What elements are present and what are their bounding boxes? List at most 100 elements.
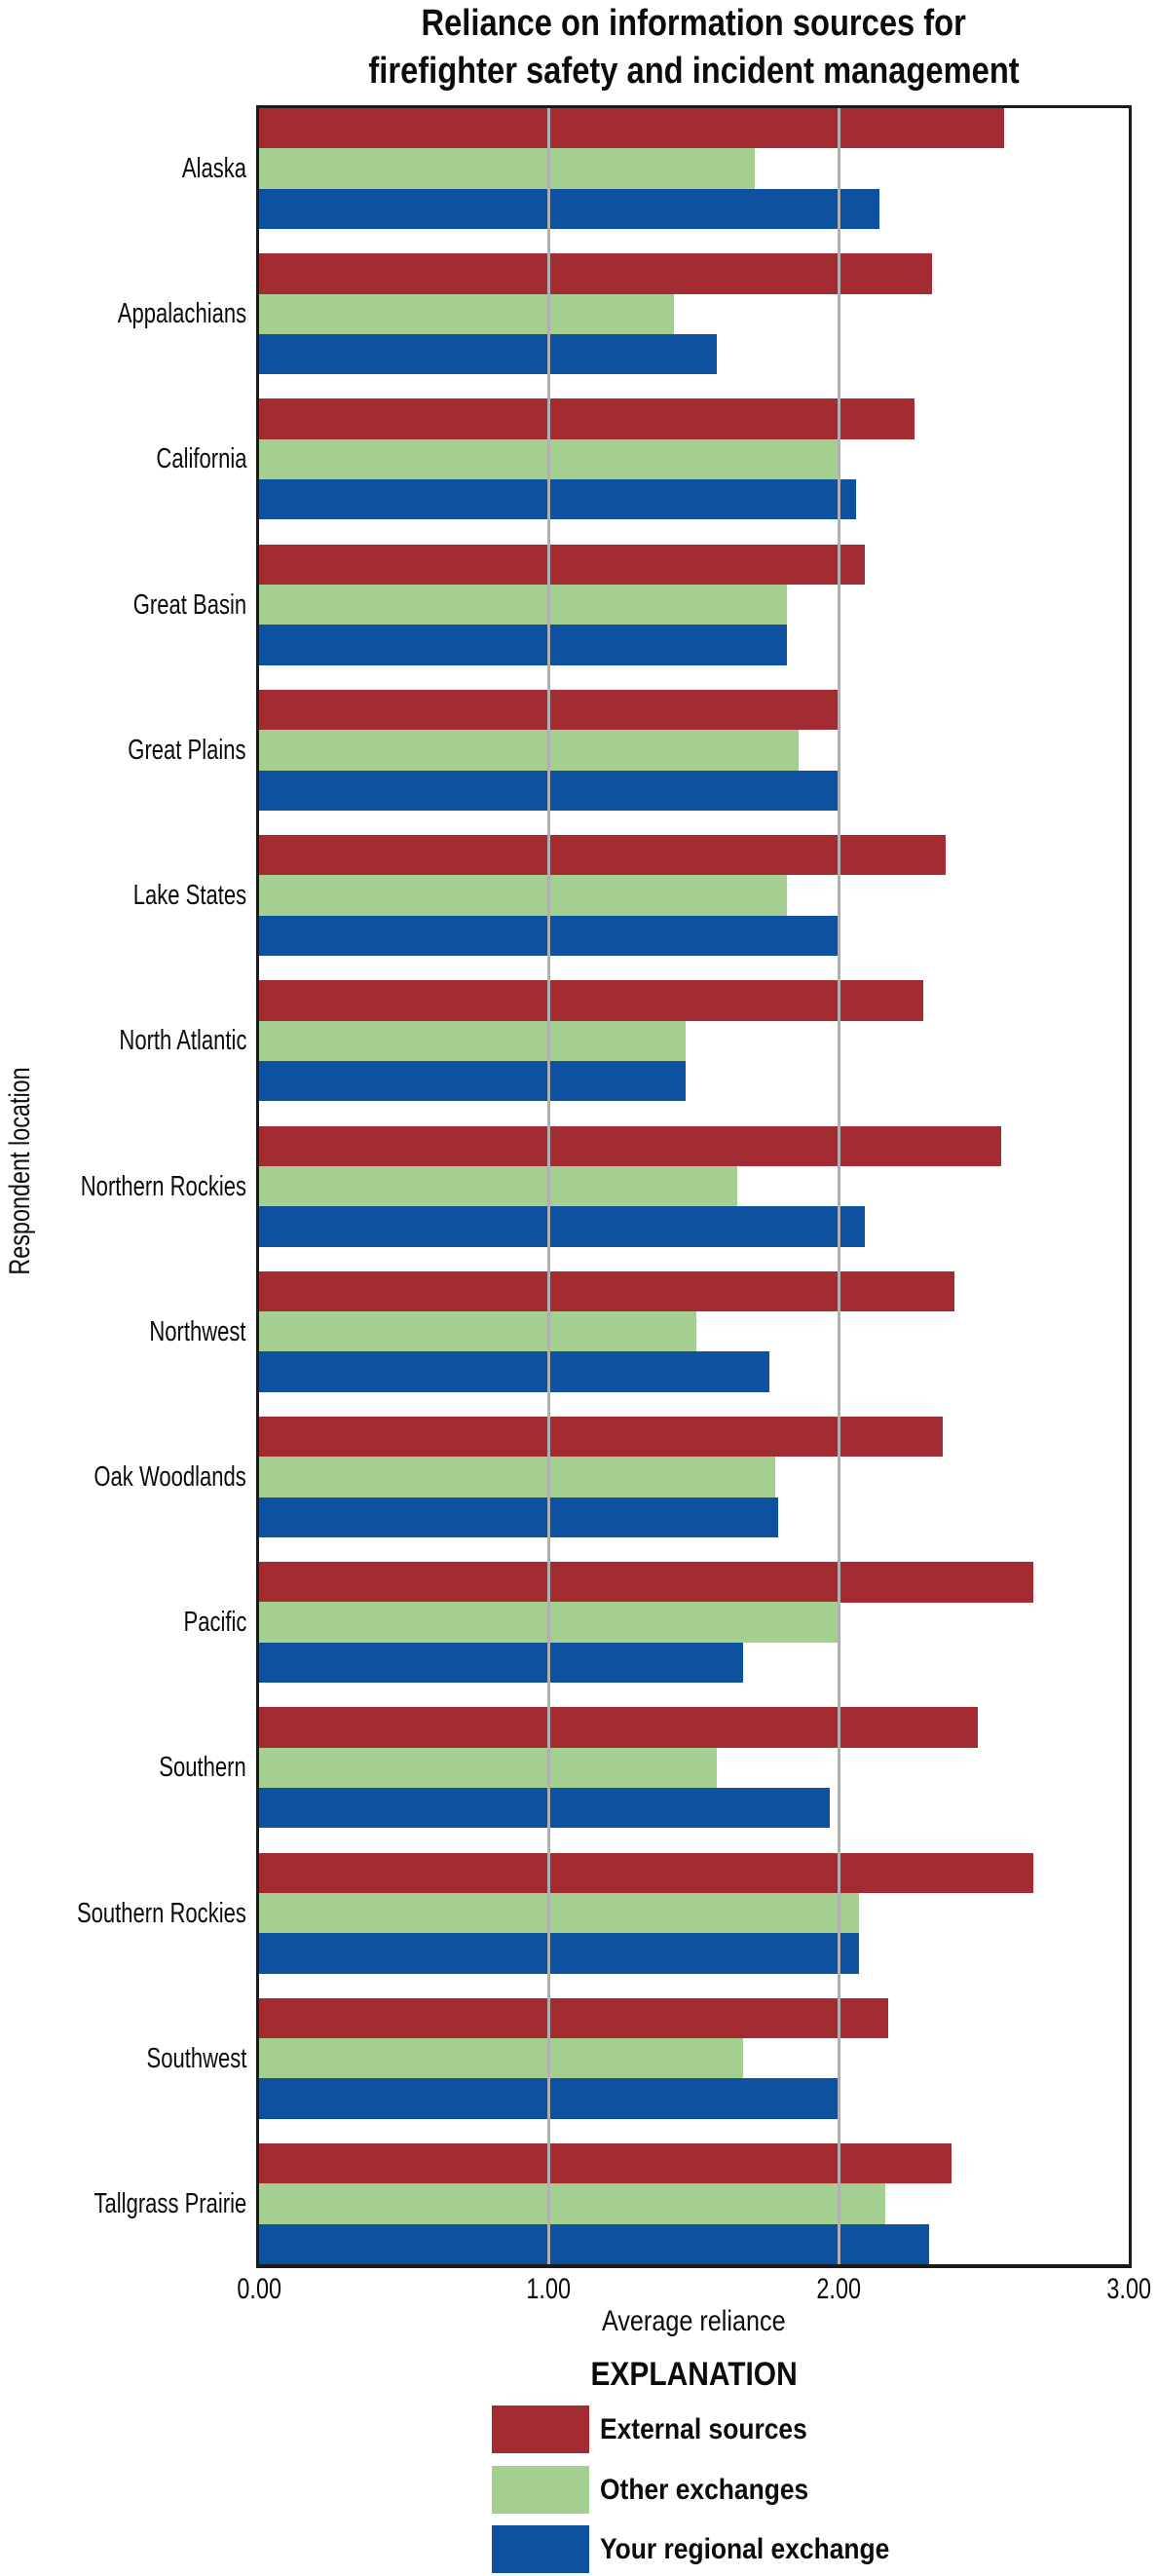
bar-other-exchanges-northern-rockies — [259, 1165, 738, 1207]
legend-label-external-sources: External sources — [600, 2406, 836, 2453]
bar-other-exchanges-lake-states — [259, 875, 787, 916]
category-label-text: Great Basin — [132, 588, 246, 621]
category-label-northwest: Northwest — [0, 1316, 246, 1347]
bar-other-exchanges-southern — [259, 1747, 718, 1789]
legend-swatch-other-exchanges — [492, 2465, 589, 2514]
gridline-x-1 — [547, 108, 551, 2264]
bar-your-regional-exchange-tallgrass-prairie — [259, 2223, 929, 2265]
legend-label-your-regional-exchange: Your regional exchange — [600, 2525, 929, 2573]
bar-group-north-atlantic — [259, 980, 1129, 1102]
bar-group-appalachians — [259, 253, 1129, 375]
category-label-text: Pacific — [183, 1607, 246, 1639]
chart-title: Reliance on information sources for fire… — [259, 0, 1129, 95]
bar-external-sources-pacific — [259, 1562, 1033, 1603]
category-label-appalachians: Appalachians — [0, 298, 246, 329]
category-label-text: California — [155, 443, 246, 475]
bar-your-regional-exchange-pacific — [259, 1642, 744, 1684]
bar-other-exchanges-appalachians — [259, 293, 674, 334]
category-label-text: Alaska — [181, 153, 246, 184]
x-axis-title: Average reliance — [602, 2305, 786, 2337]
legend-swatch-external-sources — [492, 2406, 589, 2453]
legend-item-your-regional-exchange: Your regional exchange — [492, 2525, 1037, 2573]
bar-other-exchanges-southwest — [259, 2038, 744, 2079]
bar-other-exchanges-great-plains — [259, 730, 799, 771]
category-label-text: Northwest — [149, 1315, 246, 1347]
bar-external-sources-southern-rockies — [259, 1852, 1033, 1893]
category-label-southwest: Southwest — [0, 2043, 246, 2074]
category-label-pacific: Pacific — [0, 1607, 246, 1638]
category-label-tallgrass-prairie: Tallgrass Prairie — [0, 2188, 246, 2219]
legend-label-other-exchanges: Other exchanges — [600, 2466, 837, 2514]
bar-other-exchanges-tallgrass-prairie — [259, 2183, 885, 2224]
bar-your-regional-exchange-california — [259, 479, 857, 520]
bar-group-alaska — [259, 108, 1129, 230]
bar-external-sources-appalachians — [259, 253, 932, 294]
bar-external-sources-north-atlantic — [259, 980, 923, 1021]
category-label-text: North Atlantic — [118, 1025, 246, 1057]
bar-external-sources-northern-rockies — [259, 1125, 1002, 1166]
bar-external-sources-southwest — [259, 1997, 888, 2039]
category-label-northern-rockies: Northern Rockies — [0, 1171, 246, 1202]
category-label-great-basin: Great Basin — [0, 589, 246, 621]
category-label-southern: Southern — [0, 1752, 246, 1783]
bar-external-sources-alaska — [259, 108, 1004, 149]
legend-swatch-your-regional-exchange — [492, 2525, 589, 2573]
bar-external-sources-california — [259, 398, 914, 439]
bar-your-regional-exchange-north-atlantic — [259, 1060, 686, 1102]
bar-other-exchanges-southern-rockies — [259, 1892, 860, 1934]
bar-your-regional-exchange-northern-rockies — [259, 1206, 866, 1247]
bar-your-regional-exchange-oak-woodlands — [259, 1496, 778, 1537]
bar-external-sources-tallgrass-prairie — [259, 2143, 952, 2184]
legend-title: EXPLANATION — [590, 2356, 798, 2393]
bar-group-lake-states — [259, 835, 1129, 957]
bar-external-sources-lake-states — [259, 835, 947, 876]
legend-item-external-sources: External sources — [492, 2406, 1037, 2453]
x-tick-label-2.00: 2.00 — [770, 2274, 907, 2305]
bar-your-regional-exchange-southern-rockies — [259, 1933, 860, 1974]
category-label-text: Northern Rockies — [80, 1170, 246, 1202]
category-label-north-atlantic: North Atlantic — [0, 1025, 246, 1056]
bar-group-pacific — [259, 1562, 1129, 1684]
bar-external-sources-oak-woodlands — [259, 1416, 944, 1458]
bar-group-great-plains — [259, 689, 1129, 811]
bar-other-exchanges-north-atlantic — [259, 1020, 686, 1061]
bar-your-regional-exchange-southern — [259, 1788, 831, 1829]
legend-label-text: Other exchanges — [600, 2473, 809, 2506]
category-label-text: Southwest — [146, 2042, 246, 2074]
bar-group-southern-rockies — [259, 1852, 1129, 1974]
category-label-text: Tallgrass Prairie — [93, 2188, 246, 2219]
bar-your-regional-exchange-northwest — [259, 1351, 769, 1392]
category-label-text: Oak Woodlands — [93, 1460, 246, 1493]
category-label-southern-rockies: Southern Rockies — [0, 1898, 246, 1929]
category-label-text: Appalachians — [117, 298, 246, 330]
bar-your-regional-exchange-alaska — [259, 188, 879, 230]
category-label-text: Great Plains — [128, 734, 246, 766]
bar-external-sources-great-basin — [259, 544, 866, 586]
x-tick-label-1.00: 1.00 — [481, 2274, 617, 2305]
x-tick-text: 1.00 — [526, 2273, 572, 2305]
plot-area — [256, 105, 1132, 2268]
category-label-oak-woodlands: Oak Woodlands — [0, 1461, 246, 1493]
bar-other-exchanges-great-basin — [259, 584, 787, 625]
chart-title-line-2: firefighter safety and incident manageme… — [368, 51, 1020, 92]
x-tick-label-3.00: 3.00 — [1061, 2274, 1157, 2305]
bar-other-exchanges-northwest — [259, 1311, 697, 1352]
legend: External sources Other exchanges Your regi… — [492, 2406, 1037, 2576]
category-label-text: Lake States — [132, 880, 246, 912]
legend-item-other-exchanges: Other exchanges — [492, 2465, 1037, 2514]
category-label-alaska: Alaska — [0, 153, 246, 184]
bar-other-exchanges-oak-woodlands — [259, 1457, 775, 1497]
gridline-x-2 — [837, 108, 840, 2264]
category-label-lake-states: Lake States — [0, 880, 246, 911]
bar-group-southern — [259, 1707, 1129, 1829]
plot-inner — [259, 108, 1129, 2265]
legend-label-text: Your regional exchange — [600, 2533, 890, 2565]
bar-other-exchanges-alaska — [259, 148, 755, 189]
category-label-california: California — [0, 443, 246, 474]
bar-your-regional-exchange-great-basin — [259, 625, 787, 665]
chart-title-line-1: Reliance on information sources for — [421, 3, 967, 44]
bar-group-northwest — [259, 1270, 1129, 1392]
bar-group-tallgrass-prairie — [259, 2143, 1129, 2265]
bar-group-great-basin — [259, 544, 1129, 665]
